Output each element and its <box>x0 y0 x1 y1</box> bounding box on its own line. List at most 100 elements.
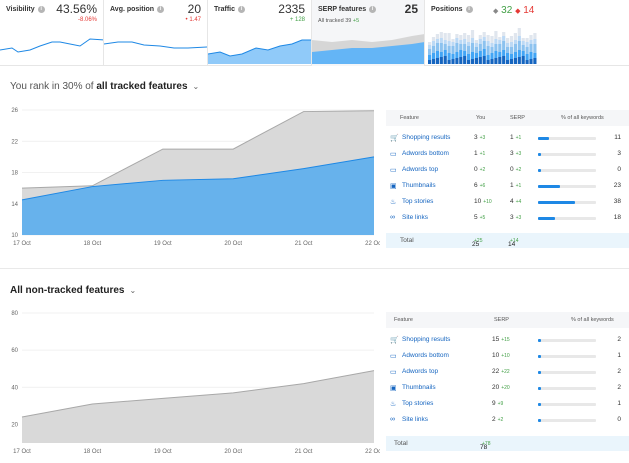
feature-name[interactable]: Adwords top <box>402 166 439 173</box>
position-bar-segment <box>443 33 447 40</box>
position-bar-segment <box>490 43 494 47</box>
avg-position-delta: • 1.47 <box>185 17 201 23</box>
feature-name[interactable]: Top stories <box>402 400 434 407</box>
position-bar-segment <box>428 42 432 45</box>
position-bar-segment <box>439 57 443 64</box>
percent-value: 18 <box>613 214 621 221</box>
avg-position-widget[interactable]: Avg. position i 20 • 1.47 <box>104 0 208 66</box>
percent-value: 2 <box>617 336 621 343</box>
position-bar-segment <box>486 46 490 55</box>
feature-name[interactable]: Site links <box>402 416 429 423</box>
serp-count: 2 +2 <box>492 416 504 423</box>
table-row[interactable]: ▣ Thumbnails 6 +6 1 +1 23 <box>386 178 629 194</box>
serp-count: 10 +10 <box>492 352 510 359</box>
chevron-down-icon[interactable]: ⌄ <box>192 82 200 91</box>
serp-count: 22 +22 <box>492 368 510 375</box>
serp-features-widget[interactable]: SERP features i 25 All tracked 39 +5 <box>312 0 425 66</box>
position-bar-segment <box>513 52 517 58</box>
ad-icon: ▭ <box>390 369 397 376</box>
percent-bar <box>538 169 596 172</box>
position-bar-segment <box>486 60 490 64</box>
info-icon[interactable]: i <box>238 6 246 13</box>
position-bar-segment <box>447 33 451 41</box>
feature-name[interactable]: Adwords bottom <box>402 352 449 359</box>
table-row[interactable]: ▭ Adwords top 0 +2 0 +2 0 <box>386 162 629 178</box>
x-tick-label: 21 Oct <box>295 241 313 247</box>
percent-value: 3 <box>617 150 621 157</box>
feature-name[interactable]: Adwords bottom <box>402 150 449 157</box>
percent-bar <box>538 153 596 156</box>
position-bar-segment <box>490 59 494 64</box>
percent-value: 23 <box>613 182 621 189</box>
percent-bar <box>538 185 596 188</box>
table-row[interactable]: ♨ Top stories 9 +9 1 <box>386 396 629 412</box>
traffic-value: 2335 <box>278 2 305 16</box>
position-bar-segment <box>428 60 432 64</box>
position-bar-segment <box>513 33 517 40</box>
percent-bar <box>538 387 596 390</box>
traffic-sparkline <box>208 39 311 64</box>
position-bar-segment <box>506 38 510 43</box>
table-row[interactable]: ▣ Thumbnails 20 +20 2 <box>386 380 629 396</box>
position-bar-segment <box>474 58 478 64</box>
table-header: Feature You SERP % of all keywords <box>386 110 629 126</box>
table-row[interactable]: ∞ Site links 2 +2 0 <box>386 412 629 428</box>
table-row[interactable]: ♨ Top stories 10 +10 4 +4 38 <box>386 194 629 210</box>
percent-value: 0 <box>617 166 621 173</box>
position-bar-segment <box>506 60 510 64</box>
position-bar-segment <box>517 36 521 41</box>
position-bar-segment <box>478 35 482 39</box>
position-bar-segment <box>486 35 490 41</box>
non-tracked-section-title[interactable]: All non-tracked features ⌄ <box>10 285 137 296</box>
feature-name[interactable]: Thumbnails <box>402 384 436 391</box>
feature-name[interactable]: Top stories <box>402 198 434 205</box>
link-icon: ∞ <box>390 416 395 423</box>
position-bar-segment <box>490 47 494 53</box>
info-icon[interactable]: i <box>369 6 377 13</box>
traffic-widget[interactable]: Traffic i 2335 + 128 <box>208 0 312 66</box>
serp-count: 20 +20 <box>492 384 510 391</box>
feature-name[interactable]: Site links <box>402 214 429 221</box>
feature-name[interactable]: Shopping results <box>402 336 451 343</box>
position-bar-segment <box>435 39 439 43</box>
info-icon[interactable]: i <box>157 6 165 13</box>
table-row[interactable]: ▭ Adwords top 22 +22 2 <box>386 364 629 380</box>
percent-value: 11 <box>614 134 621 141</box>
tracked-features-table: Feature You SERP % of all keywords 🛒 Shop… <box>386 110 629 250</box>
table-row[interactable]: ▭ Adwords bottom 10 +10 1 <box>386 348 629 364</box>
position-bar-segment <box>525 60 529 64</box>
serp-count: 15 +15 <box>492 336 510 343</box>
info-icon[interactable]: i <box>37 6 45 13</box>
position-bar-segment <box>498 52 502 57</box>
x-tick-label: 19 Oct <box>154 449 172 455</box>
serp-count: 3 +3 <box>510 150 522 157</box>
feature-name[interactable]: Thumbnails <box>402 182 436 189</box>
position-bar-segment <box>467 46 471 54</box>
info-icon[interactable]: i <box>465 6 473 13</box>
position-bar-segment <box>509 59 514 64</box>
you-count: 6 +6 <box>474 182 486 189</box>
x-tick-label: 19 Oct <box>154 241 172 247</box>
position-bar-segment <box>470 43 475 52</box>
table-row[interactable]: ▭ Adwords bottom 1 +1 3 +3 3 <box>386 146 629 162</box>
table-row[interactable]: ∞ Site links 5 +5 3 +3 18 <box>386 210 629 226</box>
position-bar-segment <box>474 53 478 58</box>
you-count: 3 +3 <box>474 134 486 141</box>
table-row[interactable]: 🛒 Shopping results 15 +15 2 <box>386 332 629 348</box>
position-bar-segment <box>525 38 529 42</box>
visibility-widget[interactable]: Visibility i 43.56% -8.06% <box>0 0 104 66</box>
position-bar-segment <box>498 57 502 64</box>
feature-name[interactable]: Shopping results <box>402 134 451 141</box>
position-bar-segment <box>455 52 459 58</box>
feature-name[interactable]: Adwords top <box>402 368 439 375</box>
table-row[interactable]: 🛒 Shopping results 3 +3 1 +1 11 <box>386 130 629 146</box>
position-bar-segment <box>482 49 486 56</box>
ad-icon: ▭ <box>390 151 397 158</box>
image-icon: ▣ <box>390 385 397 392</box>
position-bar-segment <box>502 56 506 64</box>
tracked-section-title[interactable]: You rank in 30% of all tracked features ⌄ <box>10 81 200 92</box>
fire-icon: ♨ <box>390 199 397 206</box>
ad-icon: ▭ <box>390 353 397 360</box>
chevron-down-icon[interactable]: ⌄ <box>129 286 137 295</box>
